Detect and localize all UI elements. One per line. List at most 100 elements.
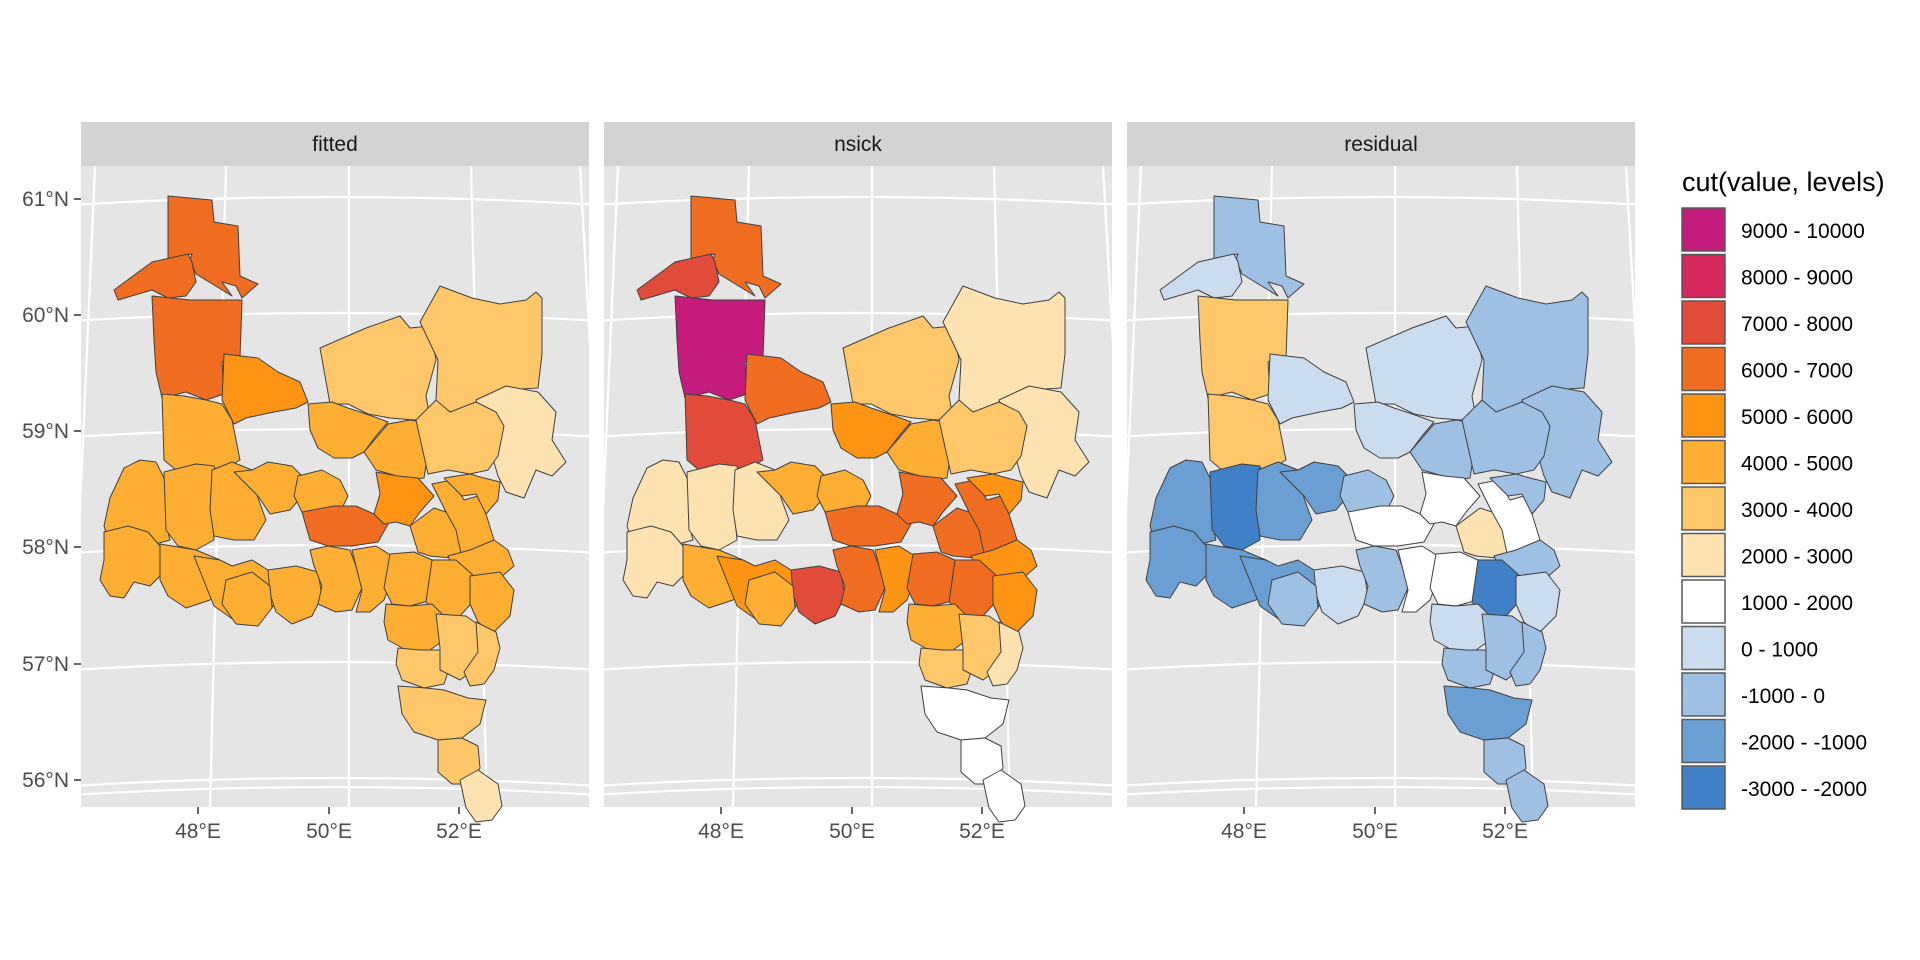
panel-residual: residual bbox=[1127, 122, 1635, 823]
legend-key bbox=[1681, 672, 1726, 717]
region-w8[interactable] bbox=[832, 545, 886, 613]
region-west_mid[interactable] bbox=[161, 393, 241, 471]
latitude-gridline bbox=[1127, 660, 1635, 671]
region-east_far[interactable] bbox=[475, 385, 567, 499]
x-tick-label: 50°E bbox=[1352, 820, 1398, 843]
region-c8[interactable] bbox=[1397, 545, 1439, 613]
longitude-gridline bbox=[81, 166, 97, 512]
region-c8[interactable] bbox=[874, 545, 916, 613]
region-east_big[interactable] bbox=[319, 315, 437, 421]
region-se1[interactable] bbox=[966, 473, 1024, 515]
region-mid1[interactable] bbox=[830, 401, 912, 459]
region-s1[interactable] bbox=[1429, 603, 1493, 651]
x-tick-label: 48°E bbox=[1221, 820, 1267, 843]
region-west_mid[interactable] bbox=[684, 393, 764, 471]
region-east_big[interactable] bbox=[842, 315, 960, 421]
region-east_far[interactable] bbox=[998, 385, 1090, 499]
legend-label: 7000 - 8000 bbox=[1741, 313, 1853, 336]
region-se1[interactable] bbox=[1489, 473, 1547, 515]
region-w8[interactable] bbox=[309, 545, 363, 613]
region-s2[interactable] bbox=[918, 647, 974, 689]
region-c11[interactable] bbox=[992, 571, 1038, 635]
region-w7[interactable] bbox=[267, 565, 323, 625]
latitude-gridline bbox=[604, 660, 1112, 671]
longitude-gridline bbox=[578, 166, 589, 346]
region-s4[interactable] bbox=[1443, 685, 1533, 741]
facet-panels: fitted nsick residual bbox=[81, 122, 1635, 823]
strip-label-residual: residual bbox=[1344, 133, 1418, 156]
region-s6[interactable] bbox=[982, 769, 1026, 823]
longitude-gridline bbox=[1101, 166, 1112, 346]
region-s2[interactable] bbox=[1441, 647, 1497, 689]
region-c11[interactable] bbox=[1515, 571, 1561, 635]
panel-fitted: fitted bbox=[81, 122, 589, 823]
region-c7[interactable] bbox=[221, 571, 273, 627]
region-w4[interactable] bbox=[622, 525, 688, 599]
y-tick-label: 61°N bbox=[22, 188, 69, 211]
region-nw_bump[interactable] bbox=[113, 253, 197, 301]
region-s2[interactable] bbox=[395, 647, 451, 689]
region-s1[interactable] bbox=[906, 603, 970, 651]
region-se3[interactable] bbox=[986, 621, 1024, 687]
legend: cut(value, levels) 9000 - 10000 8000 - 90… bbox=[1681, 167, 1885, 810]
region-w4[interactable] bbox=[1145, 525, 1211, 599]
region-c3[interactable] bbox=[1347, 505, 1435, 547]
legend-label: 0 - 1000 bbox=[1741, 639, 1818, 662]
legend-key bbox=[1681, 207, 1726, 252]
y-tick-label: 60°N bbox=[22, 304, 69, 327]
region-c8[interactable] bbox=[351, 545, 393, 613]
region-s6[interactable] bbox=[459, 769, 503, 823]
region-nw_bump[interactable] bbox=[636, 253, 720, 301]
y-axis: 61°N 60°N 59°N 58°N 57°N 56°N bbox=[22, 188, 81, 792]
region-c3[interactable] bbox=[824, 505, 912, 547]
strip-background bbox=[1127, 122, 1635, 166]
region-se3[interactable] bbox=[463, 621, 501, 687]
strip-label-fitted: fitted bbox=[312, 133, 358, 156]
region-west1[interactable] bbox=[103, 459, 171, 547]
region-se3[interactable] bbox=[1509, 621, 1547, 687]
regions bbox=[99, 195, 567, 823]
legend-label: 1000 - 2000 bbox=[1741, 592, 1853, 615]
region-west_mid[interactable] bbox=[1207, 393, 1287, 471]
legend-label: 4000 - 5000 bbox=[1741, 453, 1853, 476]
region-c11[interactable] bbox=[469, 571, 515, 635]
longitude-gridline bbox=[1127, 166, 1143, 512]
region-west1[interactable] bbox=[1149, 459, 1217, 547]
latitude-gridline bbox=[1127, 195, 1635, 206]
region-mid1[interactable] bbox=[307, 401, 389, 459]
legend-key bbox=[1681, 346, 1726, 392]
region-mid3[interactable] bbox=[415, 399, 505, 475]
region-east_far[interactable] bbox=[1521, 385, 1613, 499]
latitude-gridline bbox=[81, 660, 589, 671]
region-east_big[interactable] bbox=[1365, 315, 1483, 421]
region-s1[interactable] bbox=[383, 603, 447, 651]
region-mid1[interactable] bbox=[1353, 401, 1435, 459]
latitude-gridline bbox=[604, 776, 1112, 787]
region-w8[interactable] bbox=[1355, 545, 1409, 613]
region-nw_bump[interactable] bbox=[1159, 253, 1243, 301]
legend-key bbox=[1681, 718, 1726, 764]
x-tick-label: 50°E bbox=[829, 820, 875, 843]
region-w4[interactable] bbox=[99, 525, 165, 599]
region-c7[interactable] bbox=[1267, 571, 1319, 627]
x-tick-label: 52°E bbox=[436, 820, 482, 843]
region-w7[interactable] bbox=[790, 565, 846, 625]
region-w7[interactable] bbox=[1313, 565, 1369, 625]
region-s4[interactable] bbox=[397, 685, 487, 741]
legend-label: 8000 - 9000 bbox=[1741, 267, 1853, 290]
strip-label-nsick: nsick bbox=[834, 133, 882, 156]
region-s6[interactable] bbox=[1505, 769, 1549, 823]
legend-title: cut(value, levels) bbox=[1682, 167, 1885, 197]
legend-key bbox=[1681, 439, 1726, 485]
x-tick-label: 50°E bbox=[306, 820, 352, 843]
region-s4[interactable] bbox=[920, 685, 1010, 741]
region-se1[interactable] bbox=[443, 473, 501, 515]
x-tick-label: 48°E bbox=[698, 820, 744, 843]
region-c7[interactable] bbox=[744, 571, 796, 627]
latitude-gridline bbox=[604, 785, 1112, 796]
region-c3[interactable] bbox=[301, 505, 389, 547]
legend-label: 3000 - 4000 bbox=[1741, 499, 1853, 522]
region-west1[interactable] bbox=[626, 459, 694, 547]
region-mid3[interactable] bbox=[1461, 399, 1551, 475]
region-mid3[interactable] bbox=[938, 399, 1028, 475]
